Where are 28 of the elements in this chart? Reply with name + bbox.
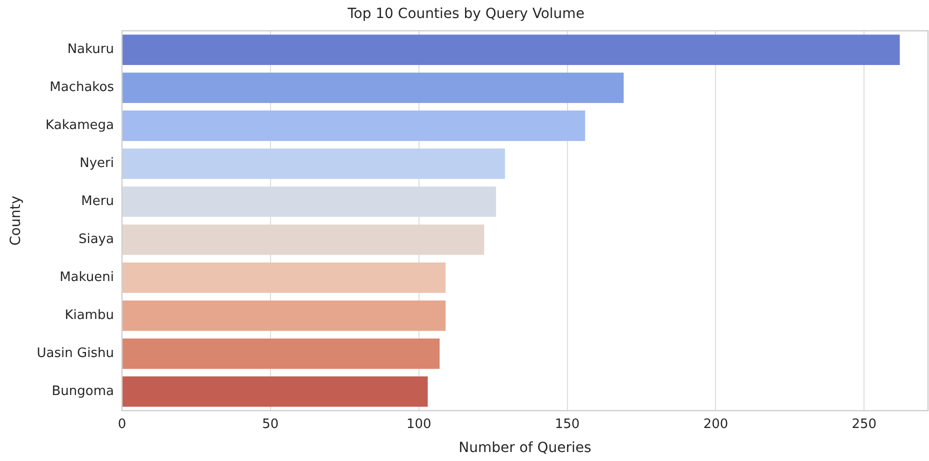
y-tick-label: Uasin Gishu [36, 346, 114, 362]
x-axis-title: Number of Queries [458, 440, 592, 456]
bar [122, 338, 440, 369]
bar [122, 224, 484, 255]
bar [122, 110, 586, 141]
x-tick-label: 150 [554, 416, 580, 432]
y-tick-label: Kiambu [64, 308, 114, 324]
y-tick-label: Siaya [78, 232, 114, 248]
bar [122, 262, 446, 293]
y-tick-label: Makueni [60, 270, 114, 286]
x-tick-label: 250 [852, 416, 877, 432]
x-tick-label: 0 [118, 416, 126, 432]
y-tick-label: Bungoma [52, 384, 114, 399]
bar [122, 300, 446, 331]
bar [122, 34, 900, 65]
y-axis-title: County [8, 196, 24, 246]
y-tick-label: Meru [81, 194, 114, 210]
bar [122, 72, 624, 103]
x-tick-label: 100 [406, 416, 432, 432]
y-tick-label: Nyeri [80, 156, 114, 172]
chart-title: Top 10 Counties by Query Volume [346, 6, 584, 22]
x-tick-label: 50 [262, 416, 279, 432]
y-tick-label: Machakos [50, 80, 114, 96]
y-tick-label: Nakuru [67, 42, 114, 58]
bar [122, 148, 505, 179]
bar [122, 376, 428, 407]
y-tick-label: Kakamega [46, 118, 114, 134]
x-tick-label: 200 [703, 416, 728, 432]
